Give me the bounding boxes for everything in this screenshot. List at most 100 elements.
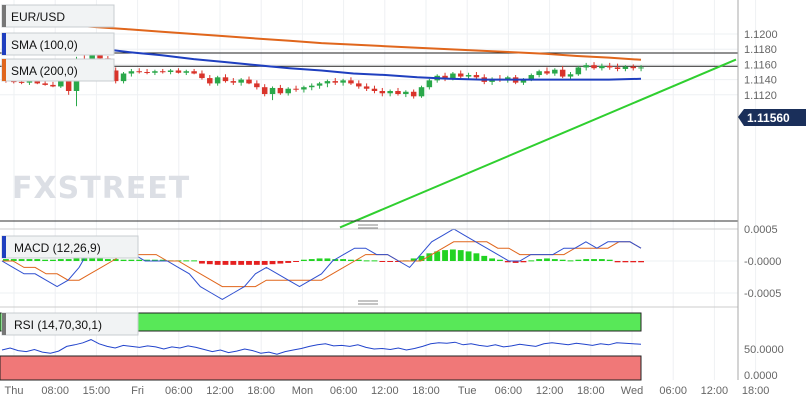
candle-body bbox=[152, 71, 158, 73]
macd-legend[interactable]: MACD (12,26,9) bbox=[1, 235, 139, 259]
macd-histogram-bar bbox=[159, 259, 166, 261]
candle-body bbox=[269, 87, 276, 95]
macd-histogram-bar bbox=[191, 260, 198, 262]
macd-histogram-bar bbox=[253, 261, 260, 265]
rsi-legend[interactable]: RSI (14,70,30,1) bbox=[1, 312, 139, 336]
candle-body bbox=[324, 81, 331, 84]
macd-histogram-bar bbox=[481, 255, 488, 261]
legend-swatch bbox=[2, 5, 6, 27]
macd-histogram-bar bbox=[3, 259, 9, 261]
macd-histogram-bar bbox=[230, 261, 237, 265]
macd-histogram-bar bbox=[614, 261, 621, 263]
candle-body bbox=[207, 78, 213, 84]
candle-body bbox=[552, 69, 558, 74]
candle-body bbox=[308, 85, 315, 88]
macd-histogram-bar bbox=[57, 259, 64, 261]
time-tick-label: 18:00 bbox=[247, 385, 275, 397]
macd-histogram-bar bbox=[238, 261, 245, 265]
price-tick-label: 1.1200 bbox=[744, 29, 778, 41]
time-tick-label: 06:00 bbox=[495, 385, 523, 397]
candle-body bbox=[167, 70, 174, 72]
macd-histogram-bar bbox=[293, 261, 299, 262]
macd-label: MACD (12,26,9) bbox=[14, 241, 101, 255]
candle-body bbox=[191, 71, 197, 74]
macd-histogram-bar bbox=[606, 259, 613, 261]
macd-histogram-bar bbox=[261, 261, 268, 265]
macd-histogram-bar bbox=[379, 261, 386, 262]
macd-histogram-bar bbox=[246, 261, 252, 265]
candle-body bbox=[136, 71, 142, 73]
legend-swatch bbox=[2, 33, 6, 55]
axes: Thu 08:00 15:00 Fri 06:00 12:00 18:00 Mon 06:00 1… bbox=[5, 29, 784, 397]
current-price-value: 1.11560 bbox=[747, 111, 790, 125]
candle-body bbox=[222, 77, 229, 82]
symbol-legend[interactable]: EUR/USD bbox=[1, 4, 115, 28]
macd-histogram-bar bbox=[567, 260, 574, 262]
macd-histogram-bar bbox=[65, 259, 72, 261]
macd-histogram-bar bbox=[544, 258, 550, 261]
macd-histogram-bar bbox=[26, 259, 33, 261]
candle-body bbox=[34, 81, 41, 84]
macd-histogram-bar bbox=[355, 259, 362, 261]
candle-body bbox=[442, 75, 448, 79]
macd-histogram-bar bbox=[489, 258, 496, 261]
time-tick-label: 18:00 bbox=[742, 385, 770, 397]
macd-histogram-bar bbox=[89, 258, 96, 261]
candle-body bbox=[599, 65, 605, 69]
macd-histogram-bar bbox=[144, 259, 150, 261]
price-tick-label: 1.1140 bbox=[744, 75, 777, 87]
time-tick-label: 12:00 bbox=[701, 385, 729, 397]
candle-body bbox=[638, 67, 644, 69]
macd-histogram-bar bbox=[598, 259, 605, 261]
candle-body bbox=[544, 71, 550, 74]
candle-body bbox=[418, 87, 425, 97]
candle-body bbox=[42, 83, 48, 85]
candle-body bbox=[160, 71, 166, 73]
legend-swatch bbox=[2, 313, 6, 335]
macd-histogram-bar bbox=[199, 261, 205, 264]
candle-body bbox=[316, 83, 323, 86]
candle-body bbox=[238, 79, 244, 83]
time-tick-label: 12:00 bbox=[371, 385, 399, 397]
candle-body bbox=[230, 81, 237, 83]
macd-histogram-bar bbox=[18, 259, 25, 261]
rsi-overbought-zone bbox=[0, 312, 642, 332]
macd-histogram-bar bbox=[457, 250, 464, 261]
candle-body bbox=[356, 83, 362, 87]
time-tick-label: 06:00 bbox=[659, 385, 687, 397]
candle-body bbox=[559, 69, 566, 77]
candle-body bbox=[214, 77, 221, 84]
macd-histogram-bar bbox=[316, 258, 323, 261]
price-tick-label: 1.1120 bbox=[744, 90, 777, 102]
sma200-line bbox=[1, 19, 642, 61]
price-tick-label: 1.1180 bbox=[744, 44, 777, 56]
candle-body bbox=[340, 80, 346, 83]
time-tick-label: Wed bbox=[621, 385, 643, 397]
candle-body bbox=[465, 75, 472, 77]
macd-histogram-bar bbox=[50, 259, 56, 261]
sma200-legend[interactable]: SMA (200,0) bbox=[1, 58, 115, 82]
macd-histogram-bar bbox=[387, 261, 394, 262]
price-tick-label: 1.1160 bbox=[744, 59, 777, 71]
sma100-legend[interactable]: SMA (100,0) bbox=[1, 32, 115, 56]
candle-body bbox=[536, 71, 542, 76]
macd-histogram-bar bbox=[442, 250, 448, 261]
candle-body bbox=[128, 71, 135, 74]
time-tick-label: 06:00 bbox=[165, 385, 193, 397]
macd-histogram-bar bbox=[622, 261, 629, 263]
rsi-tick-label: 0.0000 bbox=[744, 370, 778, 382]
macd-histogram-bar bbox=[136, 259, 143, 261]
candle-body bbox=[371, 88, 378, 91]
candle-body bbox=[301, 87, 307, 90]
candle-body bbox=[630, 66, 636, 69]
candle-body bbox=[567, 74, 574, 77]
macd-histogram-bar bbox=[497, 259, 503, 261]
fxstreet-watermark: FXSTREET bbox=[12, 171, 190, 206]
rsi-resize-handle[interactable] bbox=[358, 300, 378, 305]
macd-resize-handle[interactable] bbox=[358, 224, 378, 229]
candle-body bbox=[395, 91, 401, 95]
macd-histogram-bar bbox=[128, 259, 135, 261]
macd-histogram-bar bbox=[34, 259, 41, 261]
macd-histogram-bar bbox=[583, 259, 590, 261]
